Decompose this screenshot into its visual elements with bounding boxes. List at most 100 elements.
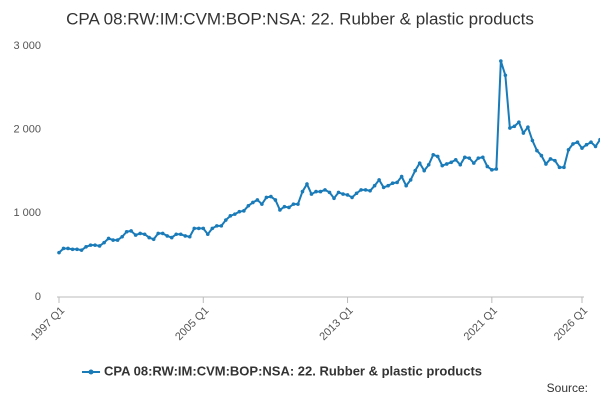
point bbox=[106, 236, 111, 241]
point bbox=[305, 182, 309, 186]
point bbox=[282, 204, 287, 209]
point bbox=[138, 231, 142, 236]
point bbox=[88, 243, 93, 247]
point bbox=[205, 232, 210, 237]
point bbox=[440, 163, 445, 168]
point bbox=[147, 235, 151, 240]
point bbox=[381, 185, 386, 190]
point bbox=[341, 192, 345, 196]
point bbox=[336, 190, 341, 195]
point bbox=[408, 178, 413, 182]
point bbox=[242, 209, 246, 213]
point bbox=[269, 194, 273, 199]
point bbox=[377, 178, 381, 182]
point bbox=[97, 244, 102, 248]
point bbox=[417, 161, 422, 165]
point bbox=[251, 200, 255, 205]
point bbox=[503, 73, 508, 78]
point bbox=[431, 152, 436, 157]
point bbox=[508, 126, 512, 130]
point bbox=[201, 226, 206, 231]
y-tick-label: 1 000 bbox=[13, 207, 41, 219]
point bbox=[260, 202, 264, 206]
point bbox=[264, 195, 269, 200]
point bbox=[93, 243, 97, 247]
point bbox=[354, 191, 359, 196]
point bbox=[363, 188, 368, 192]
series-line bbox=[58, 60, 600, 254]
point bbox=[584, 142, 589, 147]
point bbox=[422, 168, 426, 173]
point bbox=[435, 154, 440, 159]
source: Source: bbox=[547, 381, 588, 395]
point bbox=[390, 181, 395, 186]
point bbox=[287, 205, 291, 210]
point bbox=[426, 163, 431, 167]
point bbox=[142, 232, 147, 237]
point bbox=[494, 167, 499, 171]
point bbox=[332, 196, 336, 201]
point bbox=[102, 240, 106, 245]
point bbox=[224, 218, 228, 222]
point bbox=[233, 212, 237, 216]
point bbox=[133, 233, 138, 237]
point bbox=[169, 235, 174, 240]
point bbox=[395, 180, 399, 185]
x-tick-label: 2026 Q1 bbox=[552, 305, 590, 343]
point bbox=[476, 156, 481, 160]
x-tick-label: 1997 Q1 bbox=[29, 305, 67, 343]
point bbox=[539, 153, 544, 158]
point bbox=[413, 168, 417, 173]
point bbox=[165, 234, 170, 238]
point bbox=[359, 188, 363, 192]
point bbox=[183, 234, 188, 238]
x-tick-label: 2013 Q1 bbox=[317, 305, 355, 343]
point bbox=[151, 237, 156, 242]
point bbox=[120, 234, 124, 239]
point bbox=[237, 209, 242, 214]
point bbox=[530, 138, 535, 143]
point bbox=[228, 214, 233, 218]
point bbox=[345, 193, 350, 197]
legend-marker bbox=[88, 369, 94, 375]
point bbox=[368, 188, 372, 193]
point bbox=[215, 224, 219, 228]
point bbox=[178, 232, 183, 237]
point bbox=[589, 140, 593, 145]
point bbox=[444, 162, 449, 166]
point bbox=[187, 234, 192, 239]
point bbox=[481, 155, 485, 160]
point bbox=[70, 247, 75, 252]
point bbox=[571, 142, 575, 146]
point bbox=[544, 162, 548, 166]
point bbox=[350, 195, 354, 200]
point bbox=[485, 164, 490, 169]
y-tick-label: 0 bbox=[35, 291, 41, 303]
point bbox=[458, 163, 463, 167]
point bbox=[548, 157, 553, 161]
point bbox=[553, 158, 557, 163]
point bbox=[467, 156, 472, 160]
point bbox=[124, 229, 129, 234]
point bbox=[318, 189, 323, 194]
point bbox=[66, 246, 70, 251]
x-tick-label: 2021 Q1 bbox=[462, 305, 500, 343]
point bbox=[499, 59, 503, 63]
point bbox=[535, 148, 539, 153]
point bbox=[593, 144, 598, 149]
point bbox=[327, 190, 332, 195]
point bbox=[462, 155, 467, 160]
x-tick-label: 2005 Q1 bbox=[173, 305, 211, 343]
point bbox=[210, 226, 215, 231]
point bbox=[278, 208, 282, 212]
point bbox=[399, 174, 404, 179]
point bbox=[521, 131, 526, 135]
y-tick-label: 2 000 bbox=[13, 124, 41, 136]
point bbox=[449, 160, 454, 165]
point bbox=[323, 188, 327, 192]
point bbox=[115, 238, 120, 242]
point bbox=[246, 204, 251, 208]
point bbox=[557, 165, 562, 170]
point bbox=[160, 231, 165, 236]
